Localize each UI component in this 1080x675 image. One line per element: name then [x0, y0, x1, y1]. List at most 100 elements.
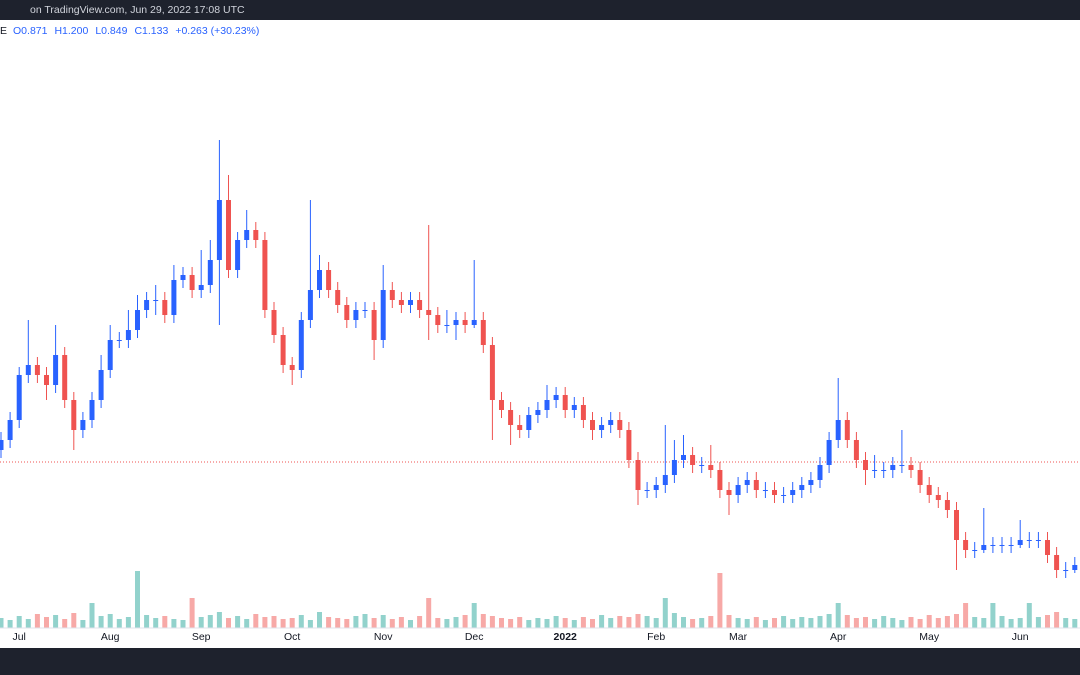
attribution: on TradingView.com, Jun 29, 2022 17:08 U…: [30, 4, 245, 16]
volume-bar: [116, 619, 122, 628]
candle-body: [307, 290, 313, 320]
volume-bar: [435, 618, 441, 628]
volume-bar: [107, 614, 113, 628]
volume-bar: [471, 603, 477, 628]
volume-bar: [1054, 612, 1060, 628]
candle-body: [335, 290, 341, 305]
candle-body: [690, 455, 696, 465]
volume-bar: [144, 615, 150, 628]
candle-body: [499, 400, 504, 410]
candle-body: [508, 410, 514, 425]
volume-bar: [535, 618, 541, 628]
volume-bar: [362, 614, 368, 628]
candle-body: [89, 400, 95, 420]
candle-body: [98, 370, 104, 400]
volume-bar: [171, 619, 177, 628]
volume-bar: [1035, 617, 1041, 628]
volume-bar: [298, 615, 304, 628]
volume-bar: [62, 619, 68, 628]
candle-body: [171, 280, 177, 315]
volume-bar: [753, 617, 759, 628]
legend-item: L0.849: [95, 25, 127, 37]
candle-body: [471, 320, 477, 325]
volume-bar: [262, 617, 268, 628]
volume-bar: [244, 619, 250, 628]
volume-bar: [735, 618, 741, 628]
volume-bar: [526, 620, 532, 628]
plot-area: Jul Aug Sep Oct Nov Dec 2022 Feb Mar Apr May Jun: [0, 140, 1080, 643]
volume-bar: [198, 617, 204, 628]
volume-bar: [280, 619, 286, 628]
volume-bar: [726, 615, 732, 628]
candle-body: [735, 485, 741, 495]
candle-body: [189, 275, 195, 290]
volume-bar: [981, 618, 987, 628]
candle-body: [844, 420, 850, 440]
candle-body: [644, 490, 650, 491]
volume-bar: [590, 619, 595, 628]
volume-bar: [25, 619, 31, 628]
candle-body: [371, 310, 377, 340]
volume-bar: [890, 618, 896, 628]
top-bar: [0, 0, 1080, 20]
candle-body: [726, 490, 732, 495]
volume-bar: [881, 616, 887, 628]
volume-bar: [671, 613, 677, 628]
volume-bar: [544, 619, 550, 628]
candle-body: [344, 305, 350, 320]
candle-body: [1008, 545, 1014, 546]
volume-bar: [1045, 615, 1050, 628]
candle-body: [681, 455, 686, 460]
volume-bar: [398, 617, 404, 628]
x-tick-label: Jul: [12, 631, 25, 643]
candle-body: [480, 320, 486, 345]
volume-bar: [462, 615, 468, 628]
volume-bar: [744, 619, 750, 628]
candle-body: [53, 355, 59, 385]
candle-body: [326, 270, 332, 290]
candle-body: [362, 310, 368, 311]
volume-bar: [353, 616, 359, 628]
x-tick-label: Aug: [101, 631, 120, 643]
candle-body: [453, 320, 459, 325]
x-tick-label: Feb: [647, 631, 665, 643]
volume-bar: [335, 618, 341, 628]
candle-body: [44, 375, 49, 385]
volume-bar: [1008, 619, 1014, 628]
candle-body: [963, 540, 969, 550]
volume-bar: [853, 618, 859, 628]
candle-body: [435, 315, 441, 325]
candle-body: [135, 310, 140, 330]
volume-bar: [326, 617, 332, 628]
volume-bar: [0, 618, 4, 628]
volume-bar: [162, 616, 168, 628]
volume-bar: [499, 618, 504, 628]
volume-bar: [444, 619, 450, 628]
candle-body: [398, 300, 404, 305]
volume-bar: [944, 616, 950, 628]
candle-body: [162, 300, 168, 315]
volume-bar: [808, 618, 814, 628]
candle-body: [1072, 565, 1078, 570]
volume-bar: [681, 617, 686, 628]
volume-bar: [125, 617, 131, 628]
candle-body: [908, 465, 914, 470]
volume-bar: [271, 616, 277, 628]
volume-bar: [80, 620, 86, 628]
volume-bar: [1017, 618, 1023, 628]
volume-bar: [189, 598, 195, 628]
volume-bar: [835, 603, 841, 628]
legend-item: E: [0, 25, 7, 37]
candle-body: [0, 440, 4, 450]
x-tick-label: Mar: [729, 631, 748, 643]
candle-body: [226, 200, 231, 270]
candle-body: [153, 300, 159, 301]
volume-bar: [1026, 603, 1032, 628]
candle-body: [599, 425, 605, 430]
volume-bar: [762, 620, 768, 628]
candle-body: [80, 420, 86, 430]
candle-body: [562, 395, 568, 410]
candle-body: [535, 410, 541, 415]
candle-body: [1026, 540, 1032, 541]
